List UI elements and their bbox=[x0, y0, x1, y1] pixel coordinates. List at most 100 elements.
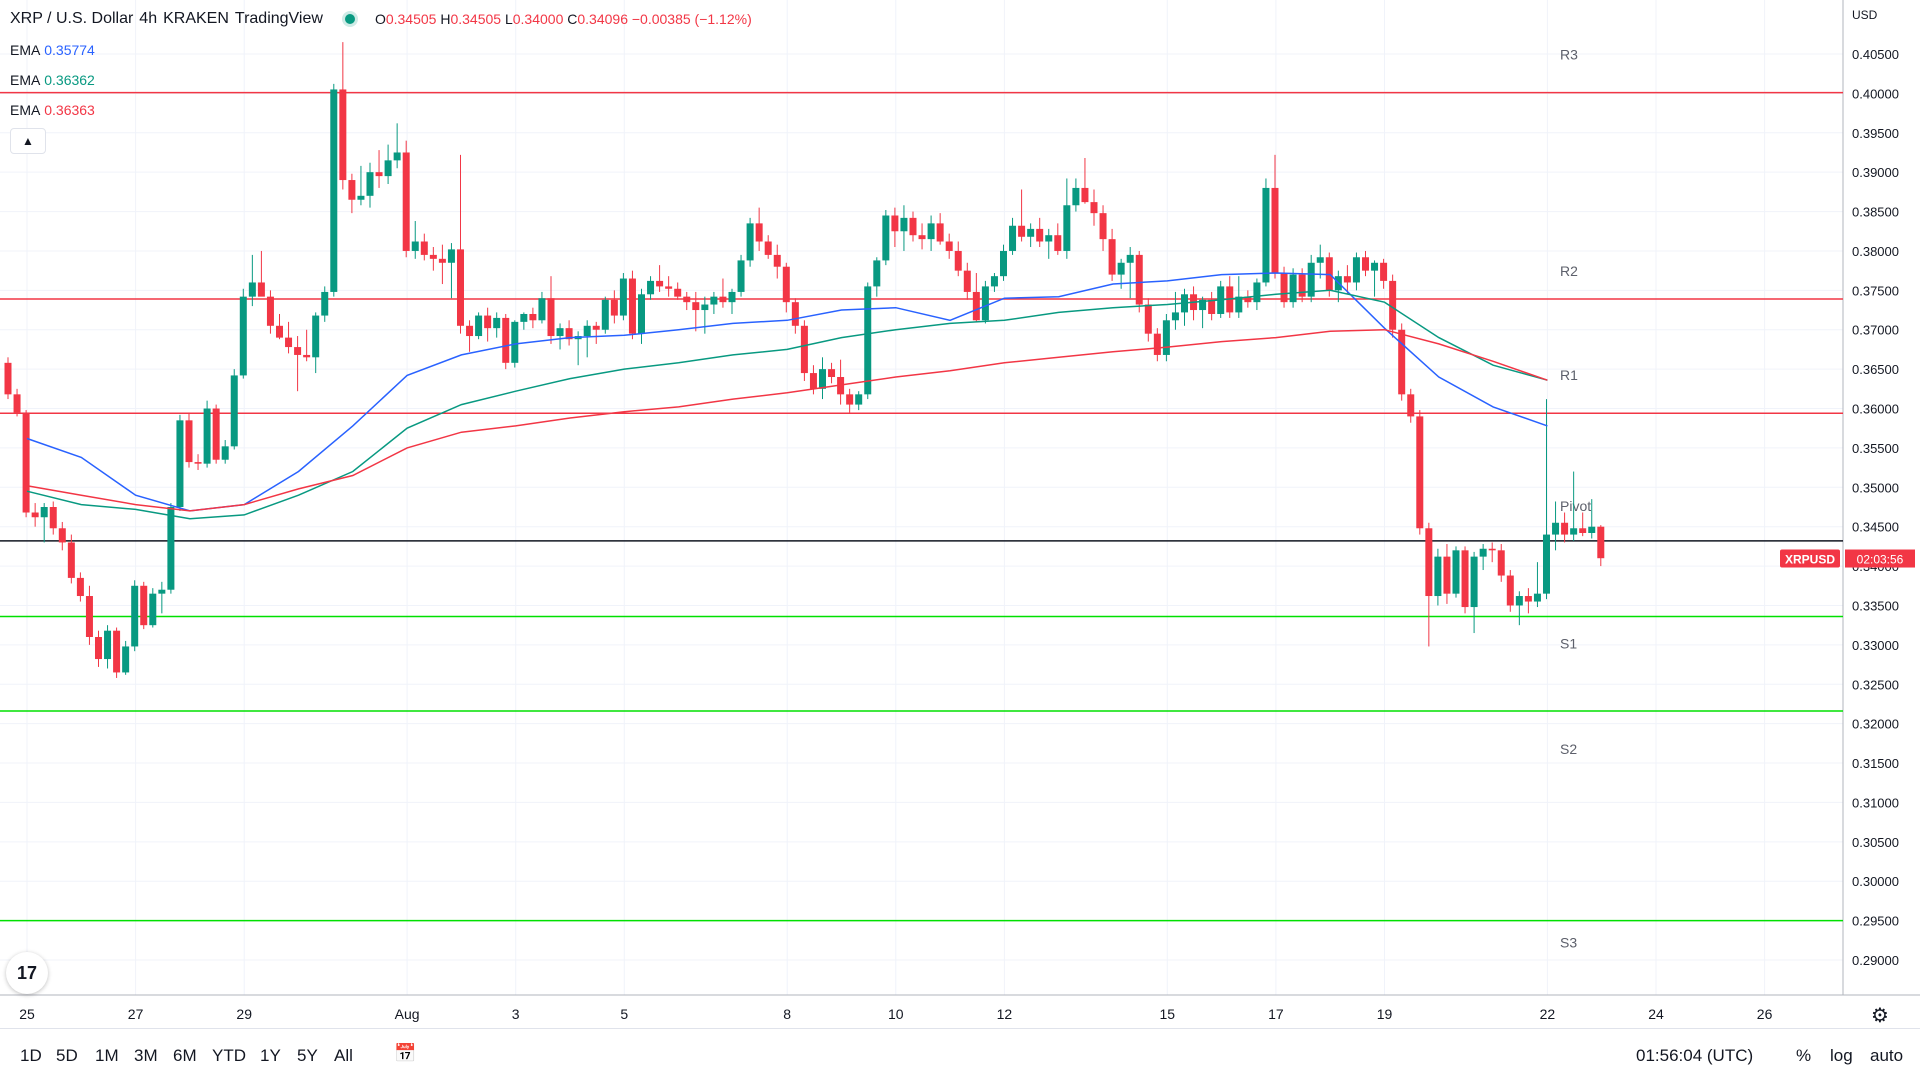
candle-body bbox=[1262, 187, 1270, 283]
candle-body bbox=[1171, 312, 1179, 321]
collapse-legend-button[interactable]: ▲ bbox=[10, 128, 46, 154]
price-tick-label: 0.30500 bbox=[1852, 835, 1899, 850]
price-tick-label: 0.33500 bbox=[1852, 598, 1899, 613]
candle-body bbox=[1579, 528, 1587, 533]
candle-body bbox=[1479, 548, 1487, 557]
candle-body bbox=[420, 241, 428, 255]
candle-body bbox=[266, 296, 274, 326]
candle-body bbox=[755, 223, 763, 242]
candle-body bbox=[85, 596, 93, 637]
candle-body bbox=[429, 254, 437, 259]
range-3m[interactable]: 3M bbox=[134, 1046, 158, 1065]
candle-body bbox=[40, 507, 48, 518]
calendar-range-icon[interactable]: 📅 bbox=[394, 1043, 417, 1063]
candle-body bbox=[846, 394, 854, 405]
currency-label[interactable]: USD bbox=[1852, 8, 1878, 22]
candle-body bbox=[1253, 282, 1261, 303]
candle-body bbox=[511, 321, 519, 363]
ema-legend-3[interactable]: EMA 0.36363 bbox=[10, 102, 95, 118]
date-tick-label: 25 bbox=[19, 1006, 35, 1022]
candle-body bbox=[1488, 548, 1496, 551]
range-6m[interactable]: 6M bbox=[173, 1046, 197, 1065]
candle-body bbox=[330, 89, 338, 292]
candle-body bbox=[122, 646, 130, 673]
candle-body bbox=[864, 286, 872, 395]
candle-body bbox=[918, 235, 926, 240]
candle-body bbox=[1072, 187, 1080, 206]
candle-body bbox=[954, 250, 962, 271]
level-label-r1: R1 bbox=[1560, 367, 1578, 383]
candle-body bbox=[1597, 526, 1605, 559]
date-tick-label: 19 bbox=[1377, 1006, 1393, 1022]
candle-body bbox=[447, 249, 455, 263]
source-label: TradingView bbox=[234, 10, 323, 27]
candle-body bbox=[1018, 225, 1026, 237]
candle-body bbox=[1135, 254, 1143, 305]
candle-body bbox=[791, 302, 799, 326]
price-tick-label: 0.36500 bbox=[1852, 362, 1899, 377]
candle-body bbox=[303, 354, 311, 358]
candle-body bbox=[818, 369, 826, 389]
tradingview-logo-icon[interactable]: 17 bbox=[6, 952, 48, 994]
candle-body bbox=[1452, 550, 1460, 594]
date-tick-label: 22 bbox=[1540, 1006, 1556, 1022]
candle-body bbox=[167, 507, 175, 590]
range-1d[interactable]: 1D bbox=[20, 1046, 42, 1065]
date-tick-label: 29 bbox=[236, 1006, 252, 1022]
candle-body bbox=[1045, 235, 1053, 242]
range-1y[interactable]: 1Y bbox=[260, 1046, 281, 1065]
candle-body bbox=[1099, 213, 1107, 240]
candle-body bbox=[312, 315, 320, 358]
exchange-label: KRAKEN bbox=[163, 10, 229, 27]
range-1m[interactable]: 1M bbox=[95, 1046, 119, 1065]
candle-body bbox=[610, 299, 618, 316]
candle-body bbox=[13, 394, 21, 413]
candle-body bbox=[67, 542, 75, 578]
candle-body bbox=[493, 317, 501, 329]
countdown-label: 02:03:56 bbox=[1857, 553, 1904, 567]
price-tick-label: 0.39000 bbox=[1852, 165, 1899, 180]
candle-body bbox=[1144, 304, 1152, 334]
ema-legend-1[interactable]: EMA 0.35774 bbox=[10, 42, 95, 58]
level-label-pivot: Pivot bbox=[1560, 498, 1591, 514]
candle-body bbox=[1434, 556, 1442, 597]
candle-body bbox=[1542, 534, 1550, 594]
candle-body bbox=[1515, 596, 1523, 606]
date-tick-label: 10 bbox=[888, 1006, 904, 1022]
auto-toggle[interactable]: auto bbox=[1870, 1046, 1904, 1065]
ema-line-3 bbox=[26, 328, 1548, 512]
interval-label[interactable]: 4h bbox=[139, 10, 158, 27]
candle-body bbox=[538, 298, 546, 321]
range-all[interactable]: All bbox=[334, 1046, 353, 1065]
price-tick-label: 0.39500 bbox=[1852, 126, 1899, 141]
candle-body bbox=[628, 278, 636, 334]
candle-body bbox=[1036, 228, 1044, 242]
candle-body bbox=[1443, 556, 1451, 594]
date-tick-label: 26 bbox=[1757, 1006, 1773, 1022]
symbol-title[interactable]: XRP / U.S. Dollar bbox=[10, 10, 134, 27]
candle-body bbox=[719, 296, 727, 303]
candle-body bbox=[411, 241, 419, 251]
candle-body bbox=[366, 172, 374, 196]
gear-icon[interactable]: ⚙ bbox=[1871, 1005, 1889, 1027]
candle-body bbox=[1506, 575, 1514, 606]
candle-body bbox=[1063, 205, 1071, 251]
candle-body bbox=[963, 270, 971, 292]
candle-body bbox=[529, 313, 537, 321]
candle-body bbox=[873, 260, 881, 287]
percent-toggle[interactable]: % bbox=[1796, 1046, 1812, 1065]
price-chart[interactable]: 0.40500 0.40000 0.39500 0.39000 0.38500 0.380… bbox=[0, 0, 1920, 1028]
range-5d[interactable]: 5D bbox=[56, 1046, 78, 1065]
log-toggle[interactable]: log bbox=[1830, 1046, 1853, 1065]
range-5y[interactable]: 5Y bbox=[297, 1046, 318, 1065]
candle-body bbox=[764, 241, 772, 255]
price-tick-label: 0.37000 bbox=[1852, 323, 1899, 338]
candle-body bbox=[1461, 550, 1469, 608]
ema-legend-2[interactable]: EMA 0.36362 bbox=[10, 72, 95, 88]
candle-body bbox=[393, 152, 401, 161]
level-label-s2: S2 bbox=[1560, 741, 1577, 757]
range-ytd[interactable]: YTD bbox=[212, 1046, 246, 1065]
utc-clock[interactable]: 01:56:04 (UTC) bbox=[1636, 1046, 1754, 1065]
candle-body bbox=[1425, 528, 1433, 597]
candle-body bbox=[1126, 254, 1134, 263]
